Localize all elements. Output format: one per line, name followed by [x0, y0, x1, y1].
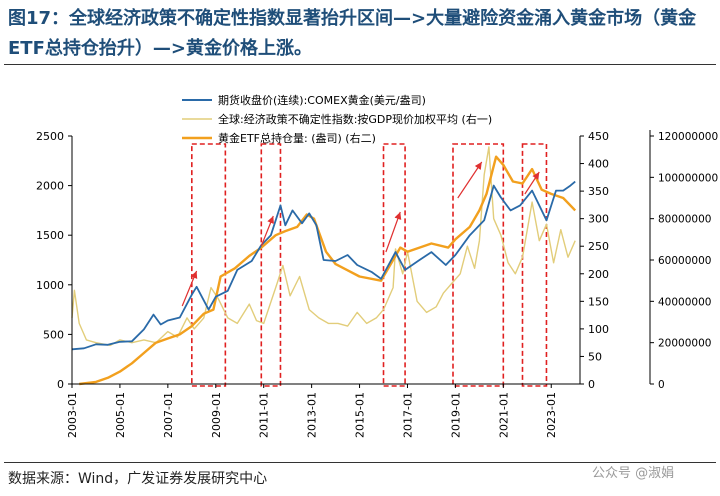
y-right2-tick-label: 0: [658, 379, 665, 391]
y-right1-tick-label: 0: [588, 378, 595, 391]
legend-label: 黄金ETF总持仓量: (盎司) (右二): [218, 131, 376, 145]
trend-arrow: [181, 270, 198, 307]
trend-arrow: [385, 211, 402, 253]
y-right1-tick-label: 400: [588, 158, 609, 171]
y-right2-tick-label: 20000000: [658, 338, 711, 350]
highlight-range-box: [521, 143, 548, 387]
x-tick-label: 2009-01: [210, 392, 223, 438]
y-right2-tick-label: 120000000: [658, 131, 718, 143]
y-right2-tick-label: 40000000: [658, 296, 711, 308]
x-tick-label: 2019-01: [449, 392, 462, 438]
etf-holdings-line: [79, 155, 577, 386]
x-tick-label: 2005-01: [114, 392, 127, 438]
source-note: 数据来源：Wind，广发证券发展研究中心: [8, 471, 268, 487]
uncertainty-line: [71, 146, 576, 347]
highlight-range-box: [191, 143, 227, 387]
highlight-range-box: [382, 143, 406, 387]
y-right1-tick-label: 250: [588, 240, 609, 253]
y-left-tick-label: 0: [57, 378, 64, 391]
x-tick-label: 2023-01: [545, 392, 558, 438]
highlight-range-box: [452, 143, 505, 387]
x-tick-label: 2015-01: [354, 392, 367, 438]
y-left-tick-label: 1000: [36, 279, 64, 292]
y-right1-tick-label: 200: [588, 268, 609, 281]
y-left-tick-label: 2000: [36, 180, 64, 193]
y-right2-tick-label: 100000000: [658, 172, 718, 184]
gold-price-line: [71, 180, 576, 351]
x-tick-label: 2011-01: [258, 392, 271, 438]
title-divider: [4, 64, 716, 65]
y-right2-tick-label: 60000000: [658, 255, 711, 267]
trend-arrow: [260, 215, 274, 247]
x-tick-label: 2013-01: [306, 392, 319, 438]
y-left-tick-label: 2500: [36, 130, 64, 143]
y-left-tick-label: 1500: [36, 229, 64, 242]
chart: 0 500 1000 1500 2000 2500 0 50 100 150 200 250 300 35…: [36, 93, 718, 438]
y-right1-tick-label: 100: [588, 323, 609, 336]
legend-label: 期货收盘价(连续):COMEX黄金(美元/盎司): [218, 93, 426, 107]
trend-arrow: [457, 161, 483, 199]
page-title: 图17：全球经济政策不确定性指数显著抬升区间—>大量避险资金涌入黄金市场（黄金E…: [8, 8, 697, 59]
y-right1-tick-label: 350: [588, 185, 609, 198]
x-tick-label: 2017-01: [401, 392, 414, 438]
trend-arrow: [524, 171, 540, 195]
x-tick-label: 2021-01: [497, 392, 510, 438]
y-right1-tick-label: 300: [588, 213, 609, 226]
y-right1-tick-label: 50: [588, 350, 602, 363]
y-right1-tick-label: 150: [588, 295, 609, 308]
legend-label: 全球:经济政策不确定性指数:按GDP现价加权平均 (右一): [218, 112, 492, 126]
y-right1-tick-label: 450: [588, 130, 609, 143]
footer-divider: [4, 462, 716, 463]
highlight-range-box: [260, 143, 282, 387]
y-left-tick-label: 500: [43, 328, 64, 341]
y-right2-tick-label: 80000000: [658, 214, 711, 226]
x-tick-label: 2003-01: [66, 392, 79, 438]
watermark: 公众号 @淑娟: [592, 466, 675, 481]
x-tick-label: 2007-01: [162, 392, 175, 438]
